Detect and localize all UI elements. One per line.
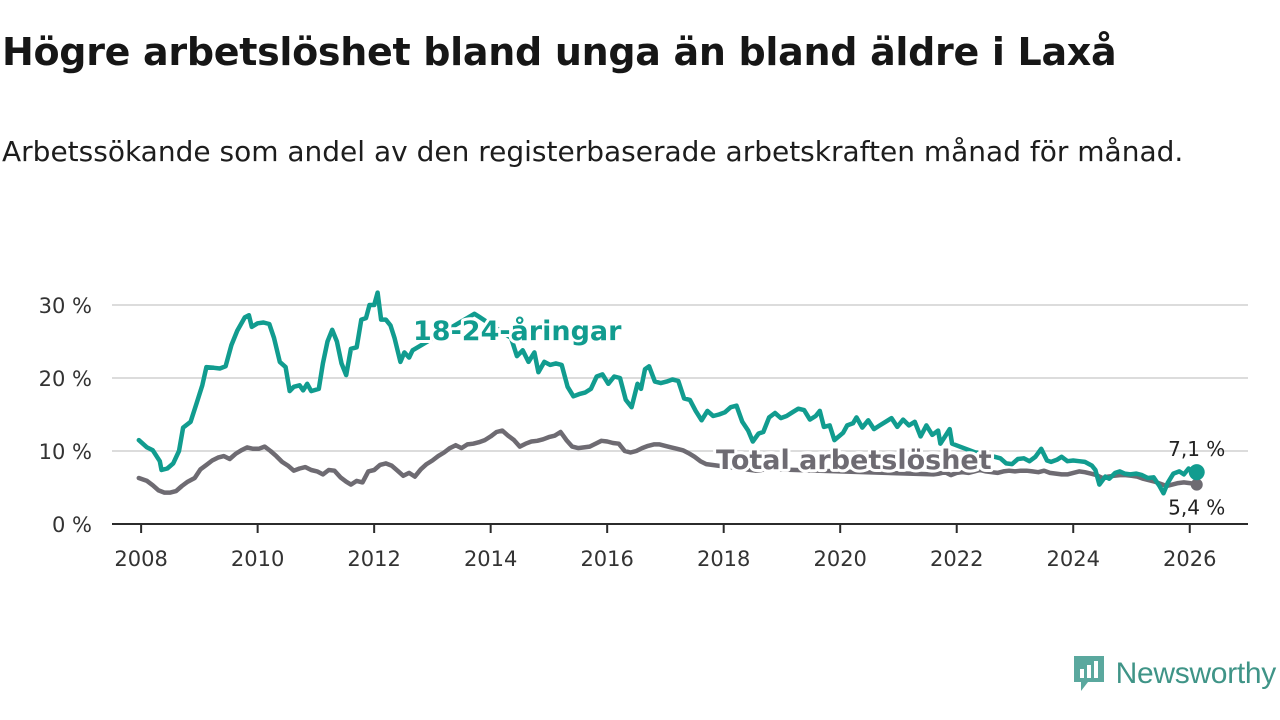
end-marker-total bbox=[1190, 478, 1203, 491]
y-tick-label: 20 % bbox=[39, 367, 92, 391]
series-label-total: Total arbetslöshet bbox=[716, 445, 992, 476]
y-tick-label: 30 % bbox=[39, 294, 92, 318]
brand-name: Newsworthy bbox=[1115, 657, 1277, 690]
x-tick-label: 2024 bbox=[1047, 547, 1100, 571]
x-tick-label: 2020 bbox=[813, 547, 866, 571]
end-value-total: 5,4 % bbox=[1168, 496, 1225, 520]
series-line-total bbox=[136, 428, 1199, 495]
y-tick-label: 10 % bbox=[39, 440, 92, 464]
x-tick-label: 2008 bbox=[114, 547, 167, 571]
x-tick-label: 2012 bbox=[347, 547, 400, 571]
newsworthy-brand: Newsworthy bbox=[1072, 652, 1276, 696]
series-line-18-24 bbox=[136, 290, 1199, 496]
x-tick-label: 2026 bbox=[1163, 547, 1216, 571]
gridlines bbox=[112, 304, 1248, 452]
axes: 0 % 10 % 20 % 30 % 2008 2010 2012 2014 2016 2018 2… bbox=[39, 294, 1248, 571]
x-tick-label: 2016 bbox=[580, 547, 633, 571]
end-marker-18-24 bbox=[1188, 464, 1205, 481]
x-tick-label: 2022 bbox=[930, 547, 983, 571]
chart-title: Högre arbetslöshet bland unga än bland ä… bbox=[2, 30, 1117, 74]
series-labels: 18-24-åringar Total arbetslöshet 7,1 % 5,4 … bbox=[410, 312, 1225, 520]
end-value-18-24: 7,1 % bbox=[1168, 437, 1225, 461]
series-label-18-24: 18-24-åringar bbox=[413, 315, 622, 347]
x-tick-label: 2018 bbox=[697, 547, 750, 571]
line-chart: 0 % 10 % 20 % 30 % 2008 2010 2012 2014 2016 2018 2… bbox=[39, 290, 1248, 571]
series-lines bbox=[136, 290, 1205, 496]
x-tick-label: 2010 bbox=[231, 547, 284, 571]
y-tick-label: 0 % bbox=[52, 513, 92, 537]
x-tick-label: 2014 bbox=[464, 547, 517, 571]
chart-subtitle: Arbetssökande som andel av den registerb… bbox=[2, 135, 1184, 168]
newsworthy-logo-icon bbox=[1073, 656, 1104, 691]
